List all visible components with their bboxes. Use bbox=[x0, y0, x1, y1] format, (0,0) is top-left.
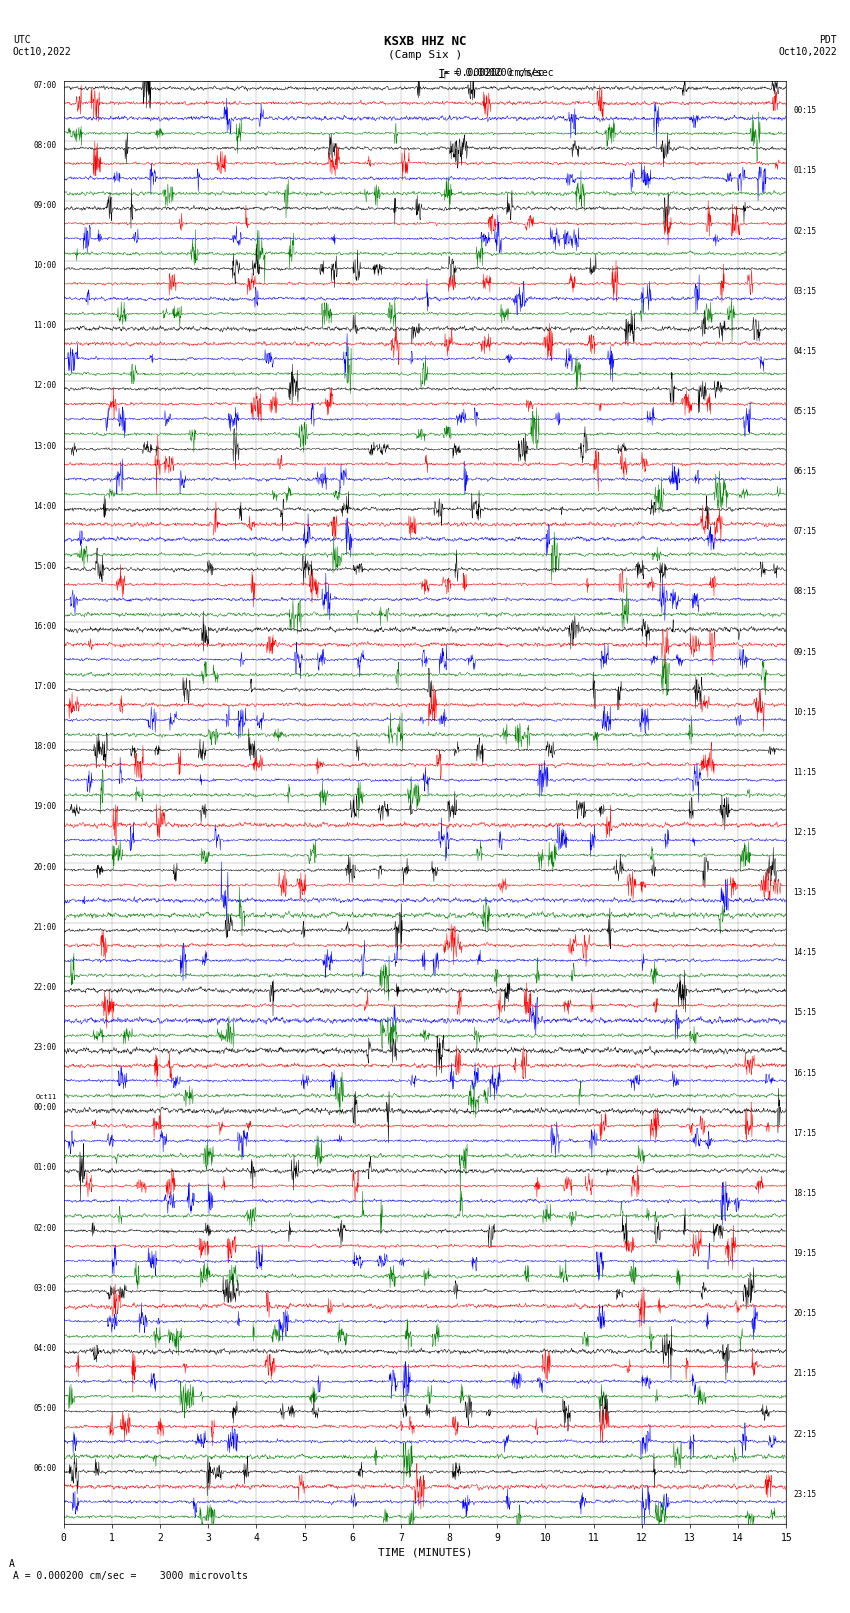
Text: 10:15: 10:15 bbox=[794, 708, 817, 716]
Text: 12:00: 12:00 bbox=[33, 381, 56, 390]
Text: 08:15: 08:15 bbox=[794, 587, 817, 597]
Text: 01:00: 01:00 bbox=[33, 1163, 56, 1173]
Text: 14:00: 14:00 bbox=[33, 502, 56, 511]
Text: 07:00: 07:00 bbox=[33, 81, 56, 90]
X-axis label: TIME (MINUTES): TIME (MINUTES) bbox=[377, 1547, 473, 1558]
Text: 17:15: 17:15 bbox=[794, 1129, 817, 1137]
Text: 21:15: 21:15 bbox=[794, 1369, 817, 1379]
Text: 01:15: 01:15 bbox=[794, 166, 817, 176]
Text: 05:00: 05:00 bbox=[33, 1403, 56, 1413]
Text: 03:15: 03:15 bbox=[794, 287, 817, 295]
Text: 20:00: 20:00 bbox=[33, 863, 56, 871]
Text: 06:00: 06:00 bbox=[33, 1465, 56, 1473]
Text: 22:00: 22:00 bbox=[33, 982, 56, 992]
Text: 04:00: 04:00 bbox=[33, 1344, 56, 1353]
Text: 03:00: 03:00 bbox=[33, 1284, 56, 1292]
Text: 19:00: 19:00 bbox=[33, 803, 56, 811]
Text: Oct10,2022: Oct10,2022 bbox=[13, 47, 71, 56]
Text: A = 0.000200 cm/sec =    3000 microvolts: A = 0.000200 cm/sec = 3000 microvolts bbox=[13, 1571, 247, 1581]
Text: 02:15: 02:15 bbox=[794, 226, 817, 235]
Text: 12:15: 12:15 bbox=[794, 827, 817, 837]
Text: 00:15: 00:15 bbox=[794, 106, 817, 115]
Text: 23:00: 23:00 bbox=[33, 1044, 56, 1052]
Text: 10:00: 10:00 bbox=[33, 261, 56, 269]
Text: 04:15: 04:15 bbox=[794, 347, 817, 356]
Text: 02:00: 02:00 bbox=[33, 1224, 56, 1232]
Text: 18:00: 18:00 bbox=[33, 742, 56, 752]
Text: 14:15: 14:15 bbox=[794, 948, 817, 958]
Text: 06:15: 06:15 bbox=[794, 468, 817, 476]
Text: 23:15: 23:15 bbox=[794, 1490, 817, 1498]
Text: 22:15: 22:15 bbox=[794, 1429, 817, 1439]
Text: 09:00: 09:00 bbox=[33, 202, 56, 210]
Text: ┌ = 0.000200 cm/sec: ┌ = 0.000200 cm/sec bbox=[442, 68, 553, 79]
Text: KSXB HHZ NC: KSXB HHZ NC bbox=[383, 35, 467, 48]
Text: 20:15: 20:15 bbox=[794, 1310, 817, 1318]
Text: 16:00: 16:00 bbox=[33, 623, 56, 631]
Text: 07:15: 07:15 bbox=[794, 527, 817, 536]
Text: Oct11: Oct11 bbox=[35, 1094, 56, 1100]
Text: 21:00: 21:00 bbox=[33, 923, 56, 932]
Text: 00:00: 00:00 bbox=[33, 1103, 56, 1113]
Text: 15:15: 15:15 bbox=[794, 1008, 817, 1018]
Text: 11:15: 11:15 bbox=[794, 768, 817, 777]
Text: 15:00: 15:00 bbox=[33, 561, 56, 571]
Text: A: A bbox=[8, 1560, 14, 1569]
Text: 08:00: 08:00 bbox=[33, 140, 56, 150]
Text: 19:15: 19:15 bbox=[794, 1248, 817, 1258]
Text: 05:15: 05:15 bbox=[794, 406, 817, 416]
Text: = 0.000200 cm/sec: = 0.000200 cm/sec bbox=[444, 68, 544, 77]
Text: 11:00: 11:00 bbox=[33, 321, 56, 331]
Text: PDT: PDT bbox=[819, 35, 837, 45]
Text: 09:15: 09:15 bbox=[794, 647, 817, 656]
Text: I: I bbox=[438, 68, 445, 81]
Text: 17:00: 17:00 bbox=[33, 682, 56, 690]
Text: Oct10,2022: Oct10,2022 bbox=[779, 47, 837, 56]
Text: 13:15: 13:15 bbox=[794, 889, 817, 897]
Text: (Camp Six ): (Camp Six ) bbox=[388, 50, 462, 60]
Text: 13:00: 13:00 bbox=[33, 442, 56, 450]
Text: 18:15: 18:15 bbox=[794, 1189, 817, 1198]
Text: 16:15: 16:15 bbox=[794, 1069, 817, 1077]
Text: UTC: UTC bbox=[13, 35, 31, 45]
